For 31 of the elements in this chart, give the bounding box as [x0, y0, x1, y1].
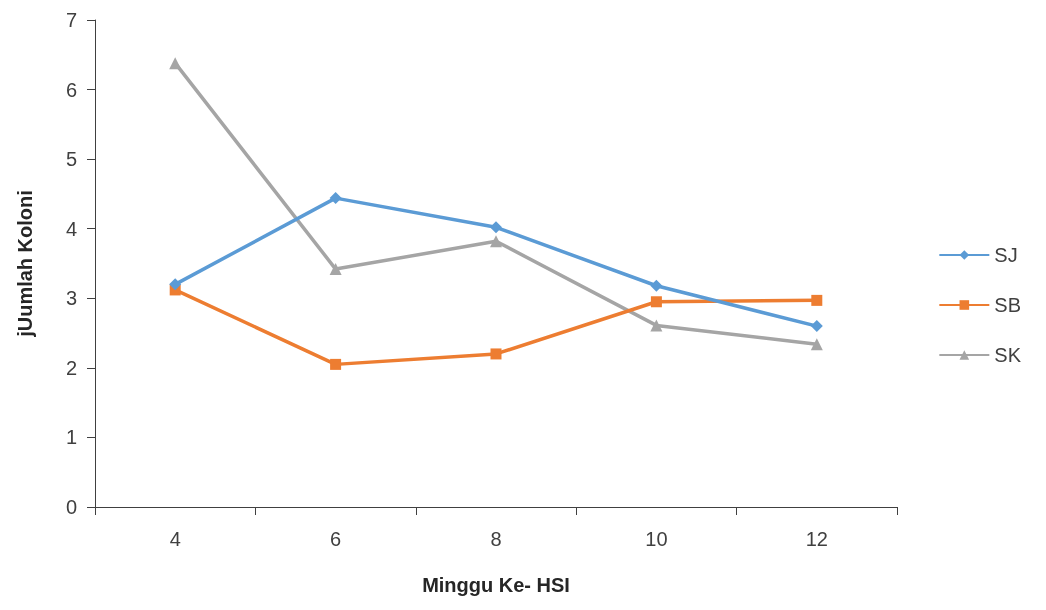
y-tick-label: 6: [65, 78, 77, 101]
point: [811, 294, 823, 306]
x-tick-label: 6: [330, 528, 342, 550]
point: [650, 296, 662, 308]
legend-label: SB: [994, 294, 1022, 316]
point: [810, 320, 823, 333]
legend-label: SJ: [994, 244, 1018, 266]
point: [490, 348, 502, 360]
x-tick-label: 4: [169, 528, 181, 550]
point: [650, 279, 663, 292]
x-tick-label: 10: [645, 528, 668, 550]
y-tick-label: 0: [65, 496, 77, 518]
y-tick-label: 3: [65, 287, 77, 310]
y-tick-label: 7: [65, 9, 77, 31]
point: [169, 278, 182, 291]
point: [490, 221, 502, 234]
point: [810, 338, 823, 351]
y-axis-title: jUumlah Koloni: [14, 190, 36, 338]
point: [329, 192, 342, 205]
legend-label: SK: [994, 344, 1022, 366]
point: [490, 235, 502, 248]
y-tick-label: 5: [65, 148, 77, 171]
y-tick-label: 2: [65, 356, 77, 379]
x-axis-title: Minggu Ke- HSI: [422, 574, 570, 596]
y-tick-label: 1: [65, 426, 77, 449]
x-tick-label: 12: [805, 528, 828, 550]
y-tick-label: 4: [65, 217, 77, 240]
point: [650, 319, 663, 332]
point: [330, 358, 342, 370]
point: [329, 263, 342, 276]
x-tick-label: 8: [490, 528, 502, 550]
